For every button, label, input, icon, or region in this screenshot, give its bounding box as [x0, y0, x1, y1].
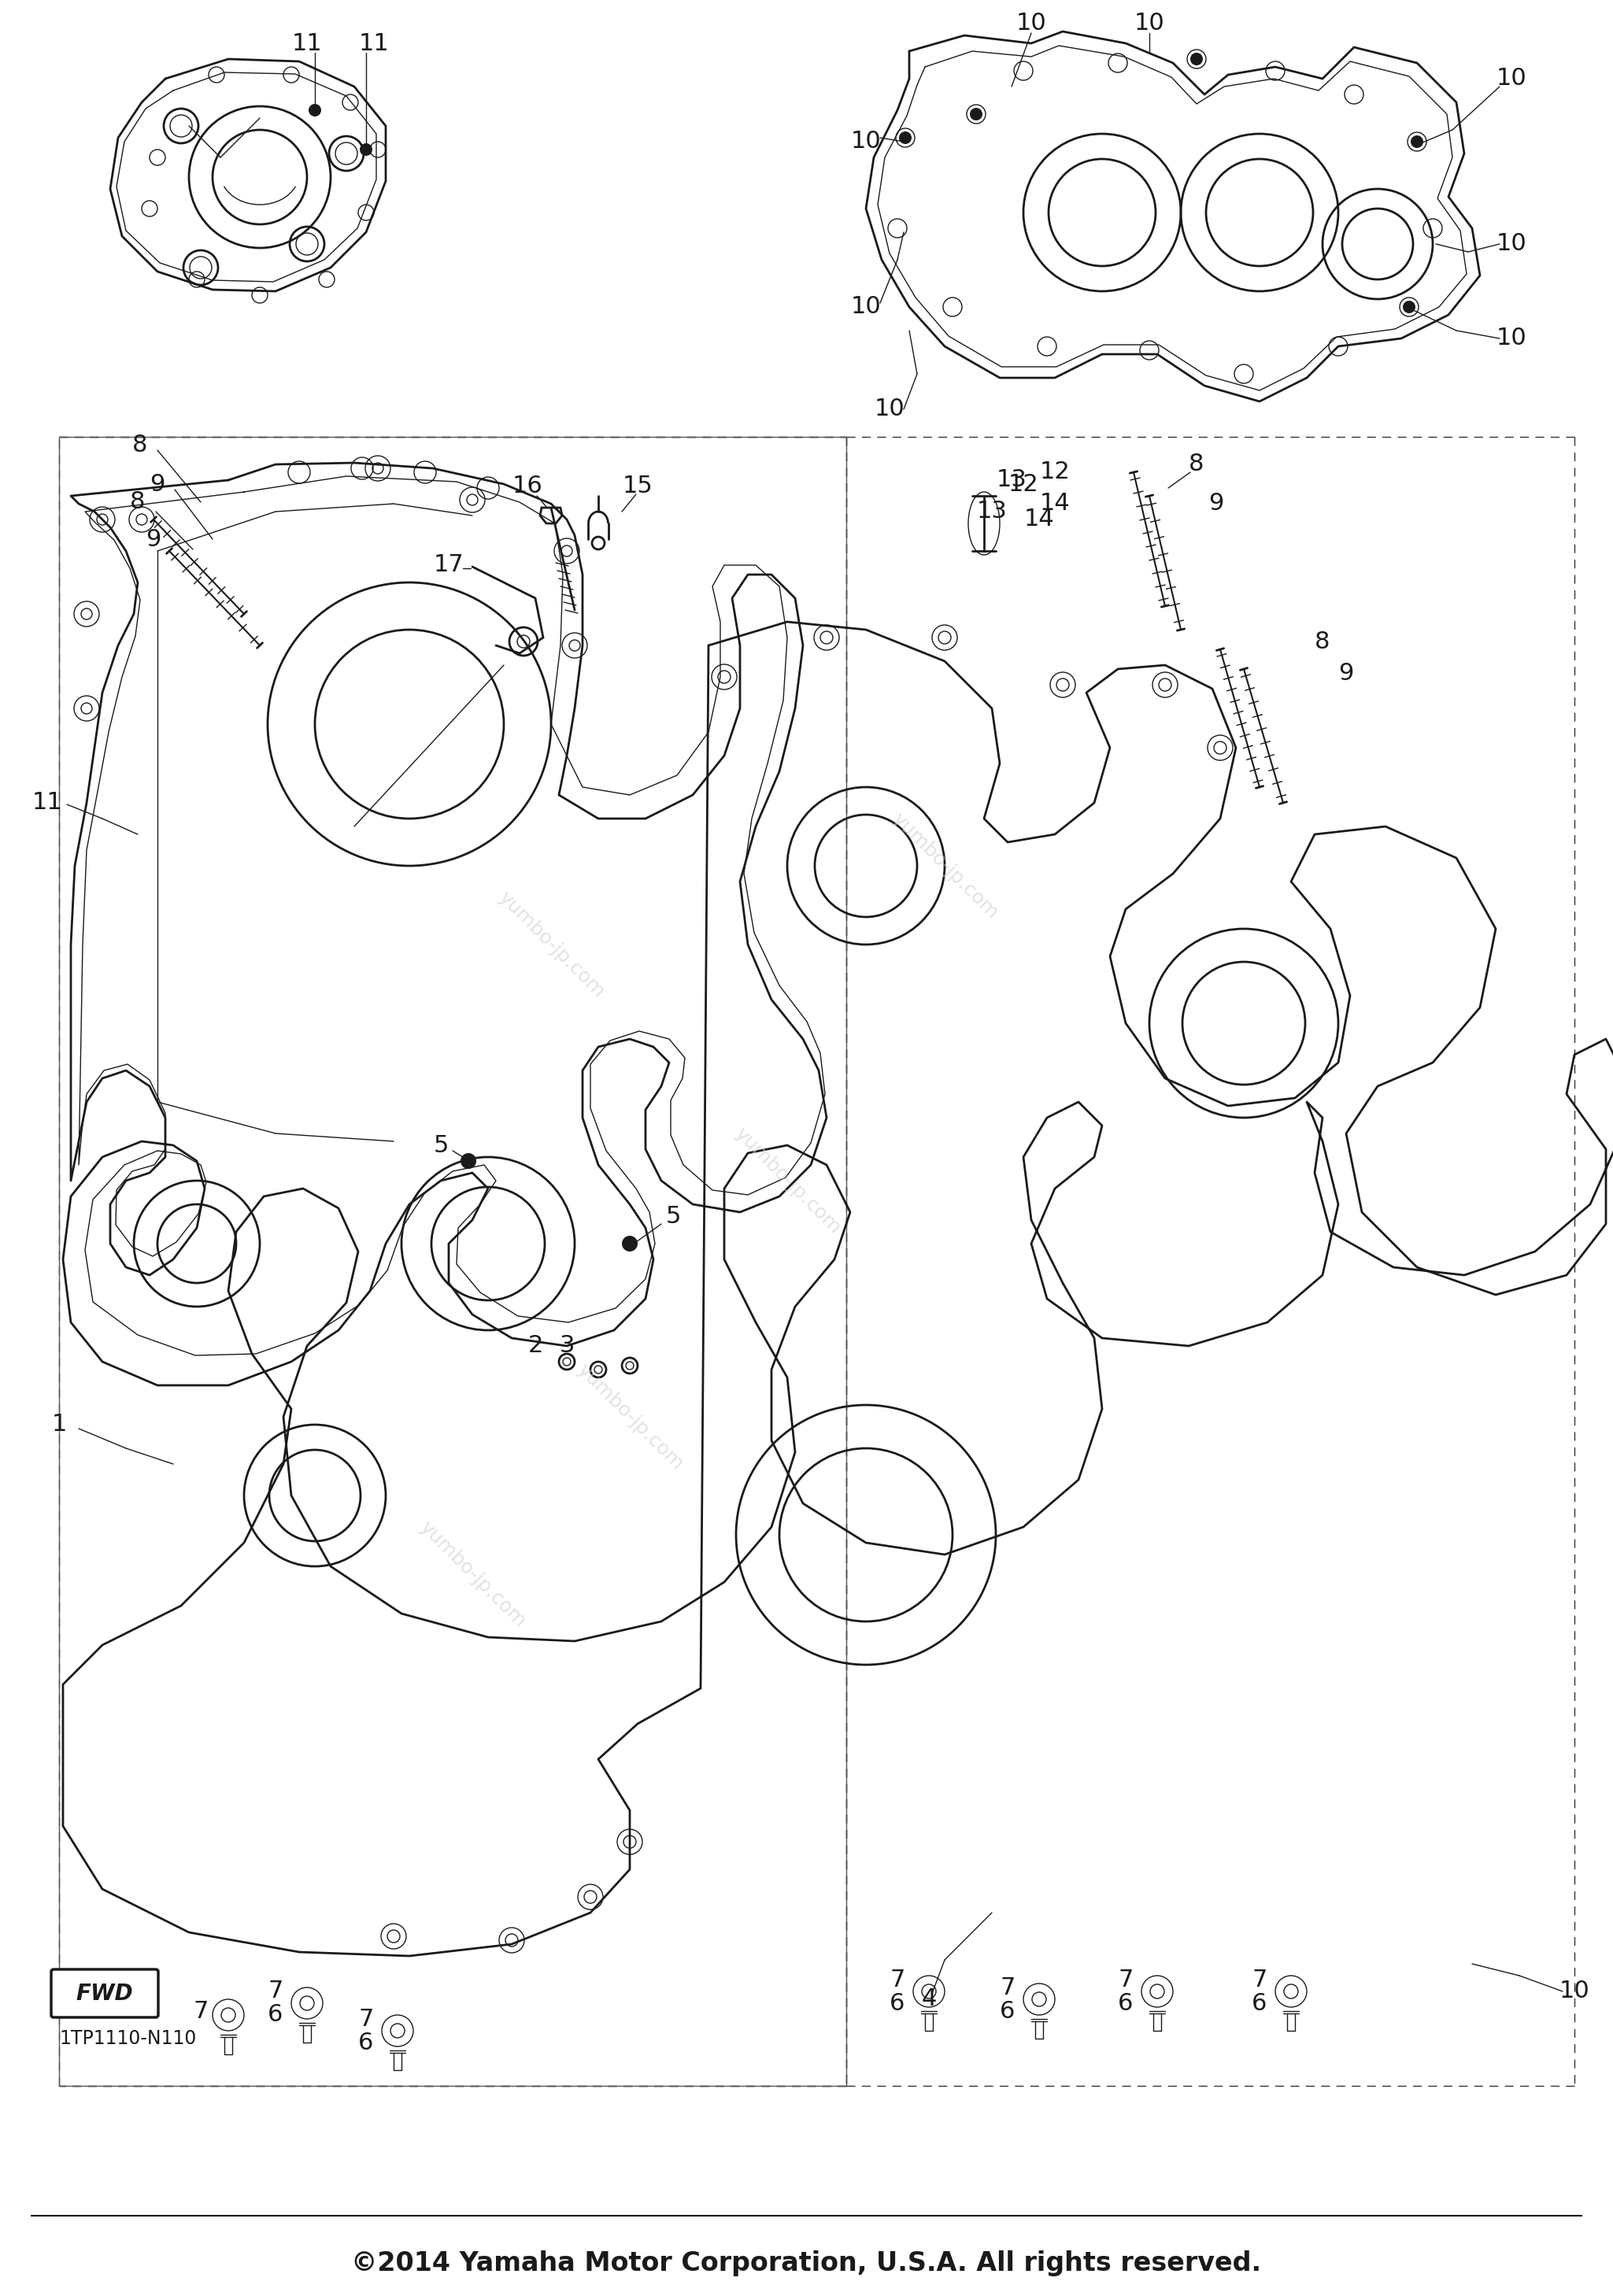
Text: 13: 13	[997, 468, 1027, 491]
Text: 10: 10	[1497, 232, 1526, 255]
Circle shape	[1190, 53, 1203, 64]
Text: ©2014 Yamaha Motor Corporation, U.S.A. All rights reserved.: ©2014 Yamaha Motor Corporation, U.S.A. A…	[352, 2250, 1261, 2275]
Circle shape	[969, 108, 982, 119]
Text: yumbo-jp.com: yumbo-jp.com	[416, 1518, 529, 1630]
Text: 7: 7	[194, 2000, 208, 2023]
Circle shape	[461, 1153, 476, 1169]
Text: 7: 7	[358, 2007, 374, 2030]
Text: 6: 6	[358, 2032, 374, 2055]
Text: 8: 8	[131, 489, 145, 512]
Text: 12: 12	[1008, 473, 1039, 496]
Text: 7: 7	[1118, 1968, 1134, 1991]
Text: 17: 17	[434, 553, 465, 576]
Circle shape	[623, 1235, 637, 1251]
Circle shape	[1403, 301, 1416, 312]
Text: 10: 10	[1016, 11, 1047, 34]
Text: 6: 6	[1252, 1993, 1268, 2014]
Text: 13: 13	[976, 501, 1007, 523]
Text: 8: 8	[1189, 452, 1205, 475]
Text: 16: 16	[513, 475, 542, 498]
Text: 5: 5	[434, 1134, 448, 1157]
Text: 8: 8	[1315, 629, 1331, 652]
Text: 10: 10	[1497, 326, 1526, 349]
Text: FWD: FWD	[76, 1984, 134, 2004]
Text: 1TP1110-N110: 1TP1110-N110	[60, 2030, 197, 2048]
Text: 7: 7	[1000, 1977, 1015, 2000]
Text: 7: 7	[890, 1968, 905, 1991]
Text: 10: 10	[874, 397, 905, 420]
Text: 9: 9	[150, 473, 165, 496]
Text: 9: 9	[1208, 491, 1224, 514]
Text: 10: 10	[850, 296, 881, 319]
Text: 6: 6	[268, 2004, 284, 2027]
Text: 14: 14	[1040, 491, 1069, 514]
Text: 9: 9	[145, 528, 161, 551]
Circle shape	[360, 142, 373, 156]
Text: 6: 6	[890, 1993, 905, 2014]
Text: 8: 8	[132, 434, 148, 457]
Text: 9: 9	[1339, 661, 1353, 684]
Text: 11: 11	[358, 32, 389, 55]
Text: 7: 7	[1252, 1968, 1268, 1991]
Text: yumbo-jp.com: yumbo-jp.com	[494, 889, 608, 1001]
Text: 11: 11	[292, 32, 323, 55]
Text: 6: 6	[1000, 2000, 1015, 2023]
Text: 10: 10	[1134, 11, 1165, 34]
Circle shape	[1411, 135, 1423, 147]
Text: yumbo-jp.com: yumbo-jp.com	[573, 1359, 687, 1474]
Text: 15: 15	[623, 475, 653, 498]
Text: 5: 5	[666, 1205, 681, 1228]
Text: 1: 1	[52, 1414, 66, 1435]
Text: 2: 2	[527, 1334, 544, 1357]
Text: 10: 10	[1497, 67, 1526, 90]
Text: 12: 12	[1040, 461, 1069, 484]
Text: 14: 14	[1024, 507, 1055, 530]
FancyBboxPatch shape	[52, 1970, 158, 2018]
Text: yumbo-jp.com: yumbo-jp.com	[887, 808, 1002, 923]
Text: 10: 10	[850, 131, 881, 154]
Text: yumbo-jp.com: yumbo-jp.com	[731, 1125, 844, 1238]
Text: 3: 3	[560, 1334, 574, 1357]
Circle shape	[308, 103, 321, 117]
Text: 7: 7	[268, 1979, 284, 2002]
Text: 11: 11	[32, 792, 63, 815]
Text: 4: 4	[921, 1988, 937, 2011]
Text: 6: 6	[1118, 1993, 1134, 2014]
Text: 10: 10	[1560, 1979, 1590, 2002]
Circle shape	[898, 131, 911, 145]
